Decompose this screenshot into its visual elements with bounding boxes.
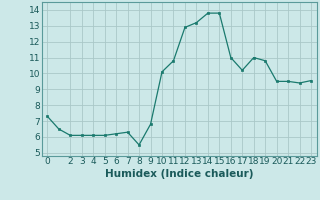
- X-axis label: Humidex (Indice chaleur): Humidex (Indice chaleur): [105, 169, 253, 179]
